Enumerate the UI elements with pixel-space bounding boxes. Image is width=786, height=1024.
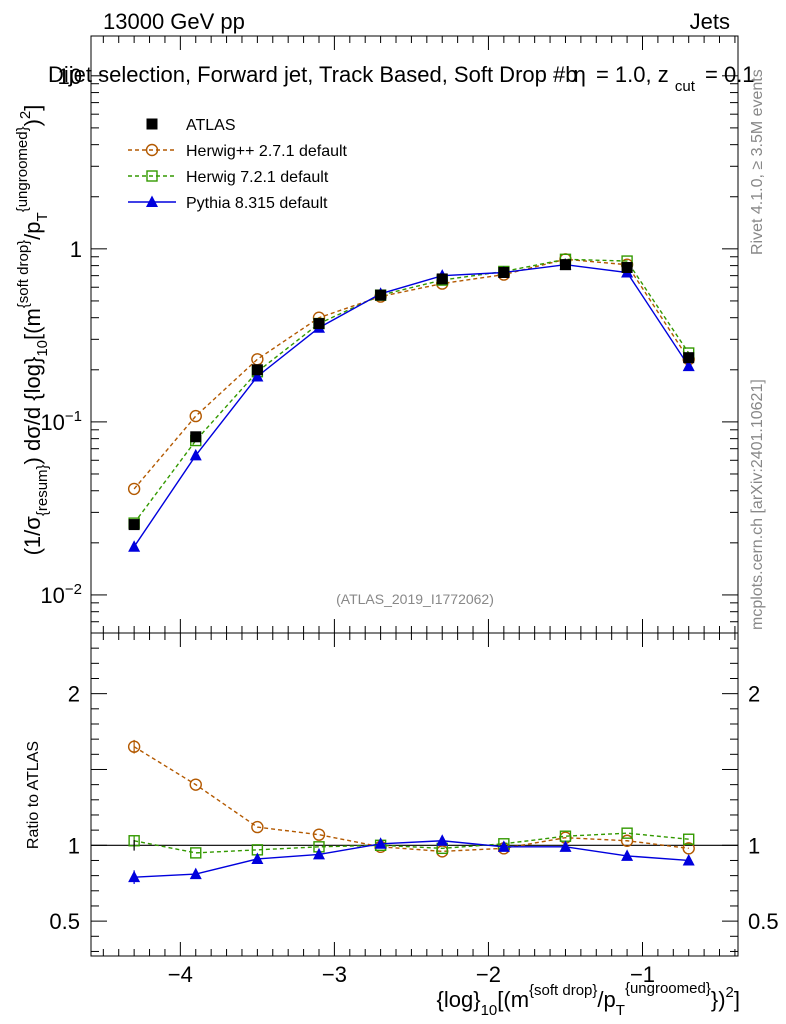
x-axis-label: {log}10[(m{soft drop}/pT{ungroomed}})2]: [437, 980, 741, 1019]
x-tick-label: −2: [476, 962, 501, 987]
ratio-y-tick-label: 1: [68, 833, 80, 858]
main-point-atlas: [375, 289, 387, 301]
x-tick-labels: −4 −3 −2 −1: [168, 962, 655, 987]
main-line-herwig-7-2-1-default: [133, 258, 690, 524]
plot-title: Dijet selection, Forward jet, Track Base…: [48, 62, 755, 96]
main-point-pythia-8-315-default: [682, 359, 695, 372]
main-point-atlas: [436, 273, 448, 285]
ratio-y-axis-label: Ratio to ATLAS: [25, 741, 42, 849]
main-point-herwig-2-7-1-default: [251, 353, 264, 366]
ratio-panel-frame: [90, 632, 739, 957]
main-point-herwig-2-7-1-default: [189, 409, 202, 423]
plot-title-sub: cut: [675, 78, 696, 95]
plot-title-beta: η: [574, 62, 586, 87]
legend-marker-pythia-8-315-default: [146, 195, 158, 207]
main-y-tick-label: 10: [58, 64, 82, 89]
rivet-version-label: Rivet 4.1.0, ≥ 3.5M events: [749, 69, 766, 255]
category-label: Jets: [690, 9, 730, 34]
ratio-point-herwig-2-7-1-default: [127, 740, 141, 753]
mcplots-reference-label: mcplots.cern.ch [arXiv:2401.10621]: [749, 379, 766, 630]
ratio-point-pythia-8-315-default: [251, 852, 264, 864]
main-point-atlas: [128, 519, 140, 531]
series-2: [128, 253, 695, 859]
legend-label-herwigpp: Herwig++ 2.7.1 default: [186, 143, 348, 160]
y-axis-label: (1/σ{resum}) dσ/d {log}10[(m{soft drop}/…: [14, 105, 51, 556]
main-point-atlas: [251, 364, 263, 376]
series-layer: [127, 253, 695, 884]
energy-label: 13000 GeV pp: [103, 9, 245, 34]
ratio-point-pythia-8-315-default: [189, 867, 202, 880]
ratio-point-pythia-8-315-default: [374, 837, 387, 849]
legend-marker-herwig-7-2-1-default: [146, 170, 158, 182]
ratio-point-pythia-8-315-default: [497, 840, 510, 852]
legend-marker-herwig-2-7-1-default: [145, 143, 159, 157]
ratio-y-tick-label-right: 2: [748, 682, 760, 707]
legend-label-atlas: ATLAS: [186, 117, 236, 134]
ratio-point-herwig-2-7-1-default: [251, 820, 264, 834]
ratio-line-pythia-8-315-default: [134, 840, 689, 878]
main-line-herwig-2-7-1-default: [133, 258, 690, 490]
ratio-point-herwig-2-7-1-default: [620, 834, 634, 847]
main-point-atlas: [313, 318, 325, 330]
main-point-pythia-8-315-default: [251, 369, 264, 382]
main-point-atlas: [498, 266, 510, 278]
main-point-atlas: [621, 262, 633, 274]
ratio-point-herwig-7-2-1-default: [683, 833, 695, 845]
ratio-point-herwig-2-7-1-default: [189, 778, 202, 791]
analysis-watermark: (ATLAS_2019_I1772062): [336, 591, 494, 607]
ratio-point-herwig-7-2-1-default: [621, 827, 633, 839]
legend: ATLAS Herwig++ 2.7.1 default Herwig 7.2.…: [128, 117, 348, 212]
main-y-tick-labels: 10 1 10−1 10−2: [40, 64, 82, 608]
x-tick-label: −4: [168, 962, 193, 987]
main-point-herwig-2-7-1-default: [127, 482, 141, 496]
main-y-tick-label: 10−1: [40, 408, 82, 435]
plot-title-main: Dijet selection, Forward jet, Track Base…: [48, 62, 577, 87]
ratio-y-tick-label-right: 0.5: [748, 909, 779, 934]
ratio-point-herwig-7-2-1-default: [190, 847, 202, 859]
ratio-y-tick-label-right: 1: [748, 833, 760, 858]
ratio-point-pythia-8-315-default: [128, 870, 141, 883]
ratio-y-tick-label: 0.5: [49, 909, 80, 934]
ratio-point-pythia-8-315-default: [312, 847, 325, 860]
legend-label-pythia: Pythia 8.315 default: [186, 195, 328, 212]
ratio-y-tick-labels: 2 1 0.5 2 1 0.5: [49, 682, 778, 934]
ratio-point-pythia-8-315-default: [682, 853, 695, 866]
main-point-atlas: [190, 431, 202, 443]
ratio-point-herwig-2-7-1-default: [682, 842, 695, 855]
legend-marker-atlas: [146, 118, 158, 130]
main-point-pythia-8-315-default: [189, 448, 202, 461]
x-tick-label: −3: [322, 962, 347, 987]
legend-label-herwig7: Herwig 7.2.1 default: [186, 169, 329, 186]
ratio-point-pythia-8-315-default: [436, 834, 449, 846]
ratio-line-herwig-2-7-1-default: [133, 746, 689, 853]
x-tick-label: −1: [630, 962, 655, 987]
ratio-point-pythia-8-315-default: [621, 849, 634, 861]
plot-title-tail: = 0.1: [705, 62, 755, 87]
ratio-point-herwig-2-7-1-default: [312, 828, 326, 841]
series-0: [128, 259, 695, 851]
series-3: [128, 258, 695, 884]
series-1: [127, 253, 695, 858]
ratio-y-tick-label: 2: [68, 682, 80, 707]
main-y-tick-label: 10−2: [40, 581, 82, 608]
main-point-pythia-8-315-default: [128, 540, 141, 552]
plot-title-params: = 1.0, z: [596, 62, 669, 87]
main-point-atlas: [683, 352, 695, 364]
ratio-point-pythia-8-315-default: [559, 840, 572, 852]
main-point-atlas: [559, 259, 571, 271]
main-line-pythia-8-315-default: [133, 263, 690, 548]
main-y-tick-label: 1: [70, 237, 82, 262]
ratio-line-herwig-7-2-1-default: [133, 832, 689, 854]
